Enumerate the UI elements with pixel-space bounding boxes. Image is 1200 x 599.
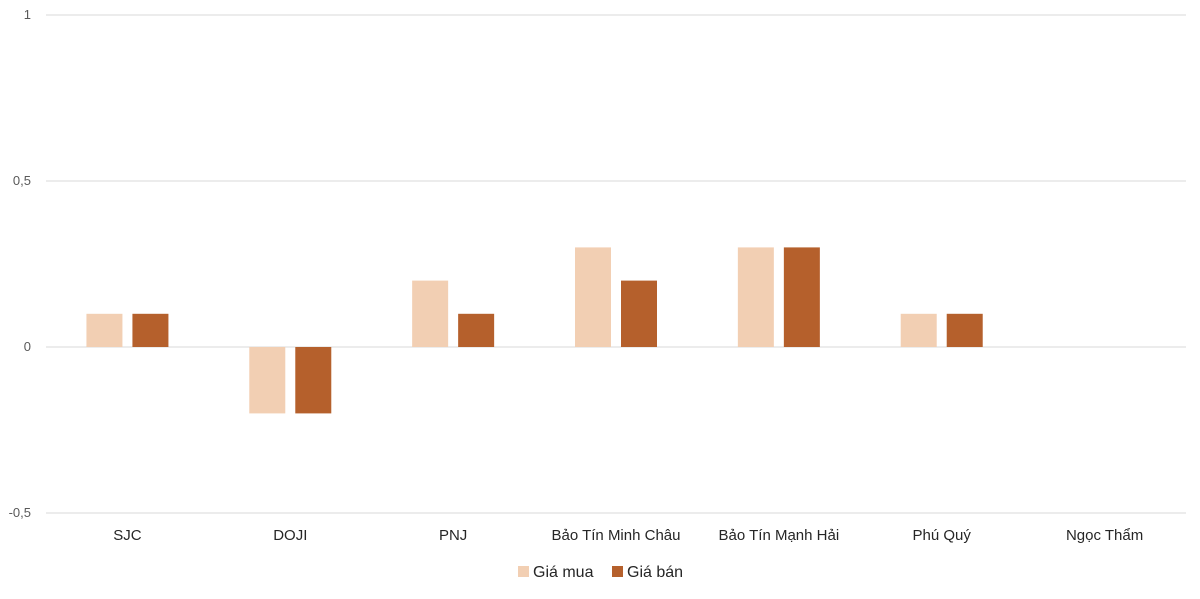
x-category-label: SJC [113, 527, 142, 544]
bar-gia-mua [412, 280, 449, 347]
bar-gia-mua [900, 313, 937, 347]
x-category-label: PNJ [439, 527, 467, 544]
x-category-label: Bảo Tín Mạnh Hải [719, 527, 840, 544]
y-tick-label: 0,5 [13, 173, 31, 188]
legend-swatch [612, 566, 623, 577]
bars [86, 247, 983, 414]
x-category-label: DOJI [273, 527, 307, 544]
bar-gia-ban [458, 313, 495, 347]
y-axis-ticks: 1 0,5 0 -0,5 [9, 7, 31, 520]
x-category-label: Ngọc Thẩm [1066, 527, 1143, 544]
bar-gia-ban [783, 247, 820, 347]
bar-gia-mua [86, 313, 123, 347]
legend-swatch [518, 566, 529, 577]
y-tick-label: 0 [24, 339, 31, 354]
bar-gia-mua [249, 347, 286, 414]
x-category-label: Phú Quý [913, 527, 972, 544]
y-tick-label: 1 [24, 7, 31, 22]
bar-gia-ban [295, 347, 332, 414]
bar-gia-mua [575, 247, 611, 347]
x-axis-categories: SJC DOJI PNJ Bảo Tín Minh Châu Bảo Tín Mạnh … [113, 527, 1143, 544]
bar-gia-ban [621, 280, 657, 347]
legend: Giá mua Giá bán [518, 564, 683, 581]
y-tick-label: -0,5 [9, 505, 31, 520]
legend-label: Giá bán [627, 564, 683, 581]
legend-label: Giá mua [533, 564, 594, 581]
bar-gia-ban [132, 313, 169, 347]
gridlines [46, 14, 1186, 514]
x-category-label: Bảo Tín Minh Châu [552, 527, 681, 544]
bar-gia-ban [946, 313, 983, 347]
bar-gia-mua [737, 247, 774, 347]
